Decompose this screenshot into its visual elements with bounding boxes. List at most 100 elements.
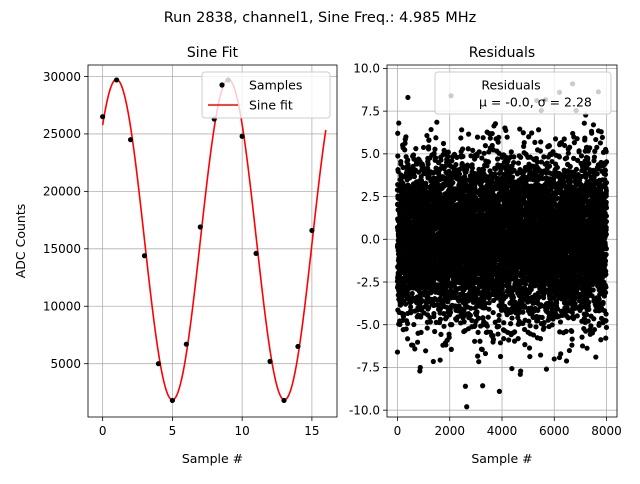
residual-point	[450, 180, 455, 185]
residual-point	[483, 351, 488, 356]
sine-fit-y-tick-label: 30000	[43, 70, 81, 84]
residual-point	[511, 154, 516, 159]
residual-point	[476, 359, 481, 364]
residual-point	[433, 155, 438, 160]
residual-point	[405, 336, 410, 341]
sine-fit-y-tick-label: 15000	[43, 242, 81, 256]
sample-point	[309, 228, 314, 233]
sample-point	[156, 361, 161, 366]
residual-point	[434, 120, 439, 125]
residual-point	[425, 325, 430, 330]
residual-point	[466, 132, 471, 137]
residual-point	[428, 319, 433, 324]
residual-point	[477, 339, 482, 344]
residual-point	[488, 136, 493, 141]
residual-point	[446, 150, 451, 155]
sine-fit-legend: Samples Sine fit	[202, 72, 330, 118]
residual-point	[501, 336, 506, 341]
residual-point	[511, 160, 516, 165]
residual-point	[419, 330, 424, 335]
residual-point	[498, 340, 503, 345]
residual-point	[506, 337, 511, 342]
residual-point	[486, 307, 491, 312]
residual-point	[472, 339, 477, 344]
residual-point	[449, 347, 454, 352]
legend-sine-fit-label: Sine fit	[249, 98, 293, 113]
sample-point	[281, 398, 286, 403]
residual-point	[401, 314, 406, 319]
residual-point	[495, 331, 500, 336]
residual-point	[516, 161, 521, 166]
residual-point	[405, 157, 410, 162]
residual-point	[496, 135, 501, 140]
residual-point	[418, 365, 423, 370]
residual-point	[518, 155, 523, 160]
residual-point	[462, 319, 467, 324]
residual-point	[447, 335, 452, 340]
residual-point	[412, 346, 417, 351]
residual-point	[486, 159, 491, 164]
residual-point	[432, 147, 437, 152]
sample-point	[142, 253, 147, 258]
residual-point	[483, 143, 488, 148]
residual-point	[490, 143, 495, 148]
residual-point	[481, 135, 486, 140]
legend-samples-label: Samples	[249, 78, 302, 93]
residual-point	[395, 153, 400, 158]
sample-point	[184, 342, 189, 347]
sample-point	[295, 344, 300, 349]
residual-point	[423, 348, 428, 353]
sine-fit-x-tick-label: 15	[304, 424, 319, 438]
residual-point	[412, 174, 417, 179]
residual-point	[501, 320, 506, 325]
residual-point	[432, 329, 437, 334]
residual-point	[510, 174, 515, 179]
residual-point	[443, 342, 448, 347]
residual-point	[505, 135, 510, 140]
residual-point	[415, 340, 420, 345]
residual-point	[402, 147, 407, 152]
residual-point	[466, 146, 471, 151]
residual-point	[449, 322, 454, 327]
residual-point	[441, 141, 446, 146]
residual-point	[428, 127, 433, 132]
sample-point	[253, 251, 258, 256]
residual-point	[503, 128, 508, 133]
residual-point	[460, 154, 465, 159]
sample-point	[114, 77, 119, 82]
residual-point	[413, 146, 418, 151]
residual-point	[496, 140, 501, 145]
residual-point	[426, 146, 431, 151]
residual-point	[426, 138, 431, 143]
residual-point	[418, 314, 423, 319]
residual-point	[426, 161, 431, 166]
residual-point	[509, 315, 514, 320]
residual-point	[491, 310, 496, 315]
residual-point	[398, 159, 403, 164]
residual-point	[475, 354, 480, 359]
residual-point	[431, 359, 436, 364]
residual-point	[441, 324, 446, 329]
residual-point	[395, 131, 400, 136]
residual-point	[410, 291, 415, 296]
residual-point	[498, 354, 503, 359]
residual-point	[470, 148, 475, 153]
residual-point	[475, 135, 480, 140]
sample-point	[240, 134, 245, 139]
residual-point	[491, 337, 496, 342]
residual-point	[490, 131, 495, 136]
residual-point	[448, 310, 453, 315]
residual-point	[508, 321, 513, 326]
residual-point	[404, 326, 409, 331]
figure-suptitle: Run 2838, channel1, Sine Freq.: 4.985 MH…	[164, 10, 477, 26]
residual-point	[512, 329, 517, 334]
residual-point	[516, 336, 521, 341]
residual-point	[460, 146, 465, 151]
sine-fit-y-label: ADC Counts	[13, 204, 28, 279]
residual-point	[481, 167, 486, 172]
residual-point	[520, 310, 525, 315]
residual-point	[433, 135, 438, 140]
residual-point	[470, 165, 475, 170]
residual-point	[486, 315, 491, 320]
